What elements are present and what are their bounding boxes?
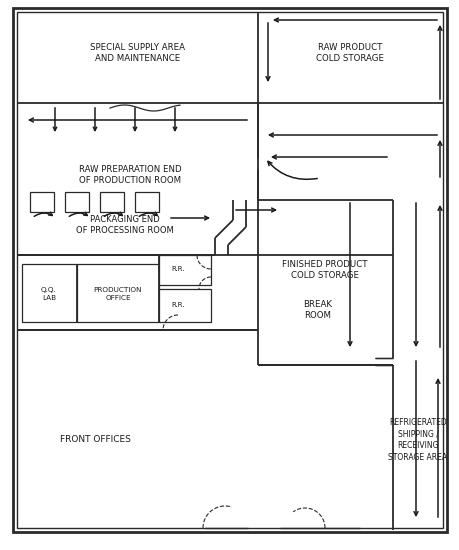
Text: FRONT OFFICES: FRONT OFFICES bbox=[59, 436, 130, 444]
Text: R.R.: R.R. bbox=[171, 302, 185, 308]
Bar bbox=[159, 255, 211, 285]
Text: R.R.: R.R. bbox=[171, 266, 185, 272]
Text: SPECIAL SUPPLY AREA
AND MAINTENANCE: SPECIAL SUPPLY AREA AND MAINTENANCE bbox=[90, 42, 185, 63]
Text: RAW PREPARATION END
OF PRODUCTION ROOM: RAW PREPARATION END OF PRODUCTION ROOM bbox=[78, 164, 181, 185]
Text: RAW PRODUCT
COLD STORAGE: RAW PRODUCT COLD STORAGE bbox=[315, 42, 383, 63]
Text: Q.Q.
LAB: Q.Q. LAB bbox=[41, 287, 57, 301]
Bar bbox=[77, 264, 159, 322]
Bar bbox=[134, 192, 159, 212]
Text: PRODUCTION
OFFICE: PRODUCTION OFFICE bbox=[94, 287, 142, 301]
Bar bbox=[159, 289, 211, 322]
Text: REFRIGERATED
SHIPPING /
RECEIVING
STORAGE AREA: REFRIGERATED SHIPPING / RECEIVING STORAG… bbox=[387, 418, 447, 462]
Text: BREAK
ROOM: BREAK ROOM bbox=[303, 300, 332, 321]
Text: PACKAGING END
OF PROCESSING ROOM: PACKAGING END OF PROCESSING ROOM bbox=[76, 214, 174, 235]
Text: FINISHED PRODUCT
COLD STORAGE: FINISHED PRODUCT COLD STORAGE bbox=[282, 260, 367, 280]
Bar bbox=[65, 192, 89, 212]
Bar bbox=[100, 192, 124, 212]
Bar bbox=[22, 264, 77, 322]
Bar bbox=[30, 192, 54, 212]
